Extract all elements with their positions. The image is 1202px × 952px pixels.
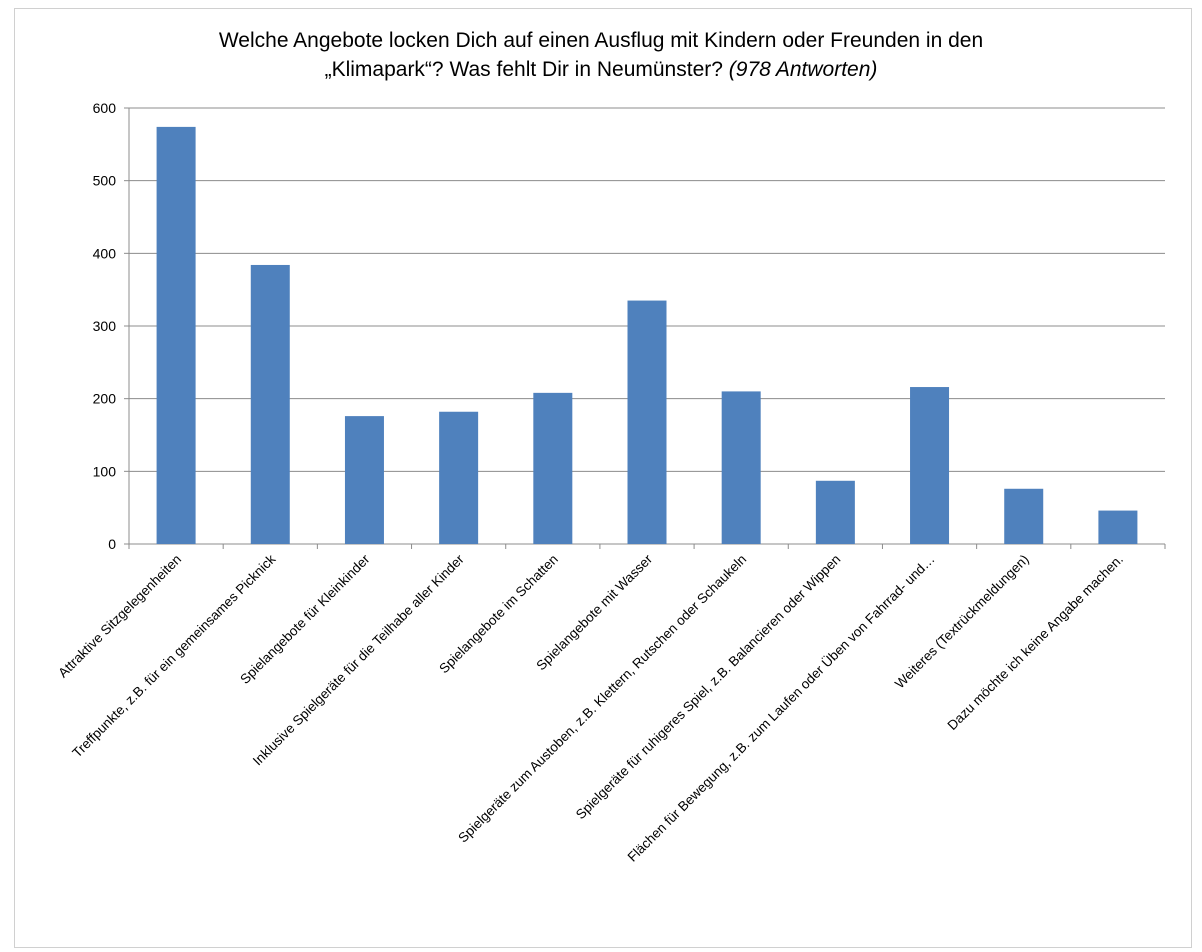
bar bbox=[1098, 510, 1138, 544]
bar bbox=[533, 392, 573, 544]
bar bbox=[156, 126, 196, 544]
bars bbox=[156, 126, 1138, 544]
x-category-label: Dazu möchte ich keine Angabe machen. bbox=[945, 552, 1126, 733]
y-tick-label: 300 bbox=[93, 318, 117, 334]
x-category-label: Inklusive Spielgeräte für die Teilhabe a… bbox=[250, 551, 467, 768]
bar bbox=[627, 300, 667, 544]
y-tick-label: 0 bbox=[108, 536, 116, 552]
x-category-label: Treffpunkte, z.B. für ein gemeinsames Pi… bbox=[69, 551, 278, 760]
bar bbox=[815, 480, 855, 544]
y-tick-label: 500 bbox=[93, 173, 117, 189]
y-tick-label: 100 bbox=[93, 463, 117, 479]
chart-title-line1: Welche Angebote locken Dich auf einen Au… bbox=[218, 29, 984, 52]
x-category-label: Flächen für Bewegung, z.B. zum Laufen od… bbox=[625, 552, 938, 865]
y-tick-label: 600 bbox=[93, 100, 117, 116]
chart-title-main: „Klimapark“? Was fehlt Dir in Neumünster… bbox=[324, 58, 723, 81]
x-category-labels: Attraktive SitzgelegenheitenTreffpunkte,… bbox=[55, 551, 1126, 864]
chart-title-suffix: (978 Antworten) bbox=[728, 58, 878, 81]
bar bbox=[910, 387, 950, 544]
bar bbox=[439, 411, 479, 544]
y-tick-label: 400 bbox=[93, 245, 117, 261]
chart-title: Welche Angebote locken Dich auf einen Au… bbox=[0, 26, 1202, 84]
bar bbox=[1004, 488, 1044, 544]
chart-title-line2: „Klimapark“? Was fehlt Dir in Neumünster… bbox=[0, 55, 1202, 84]
y-tick-label: 200 bbox=[93, 391, 117, 407]
bar bbox=[250, 264, 290, 544]
y-tick-labels: 0 100 200 300 400 500 600 bbox=[93, 100, 117, 552]
bar bbox=[721, 391, 761, 544]
bar bbox=[344, 416, 384, 544]
chart-frame bbox=[14, 8, 1192, 948]
